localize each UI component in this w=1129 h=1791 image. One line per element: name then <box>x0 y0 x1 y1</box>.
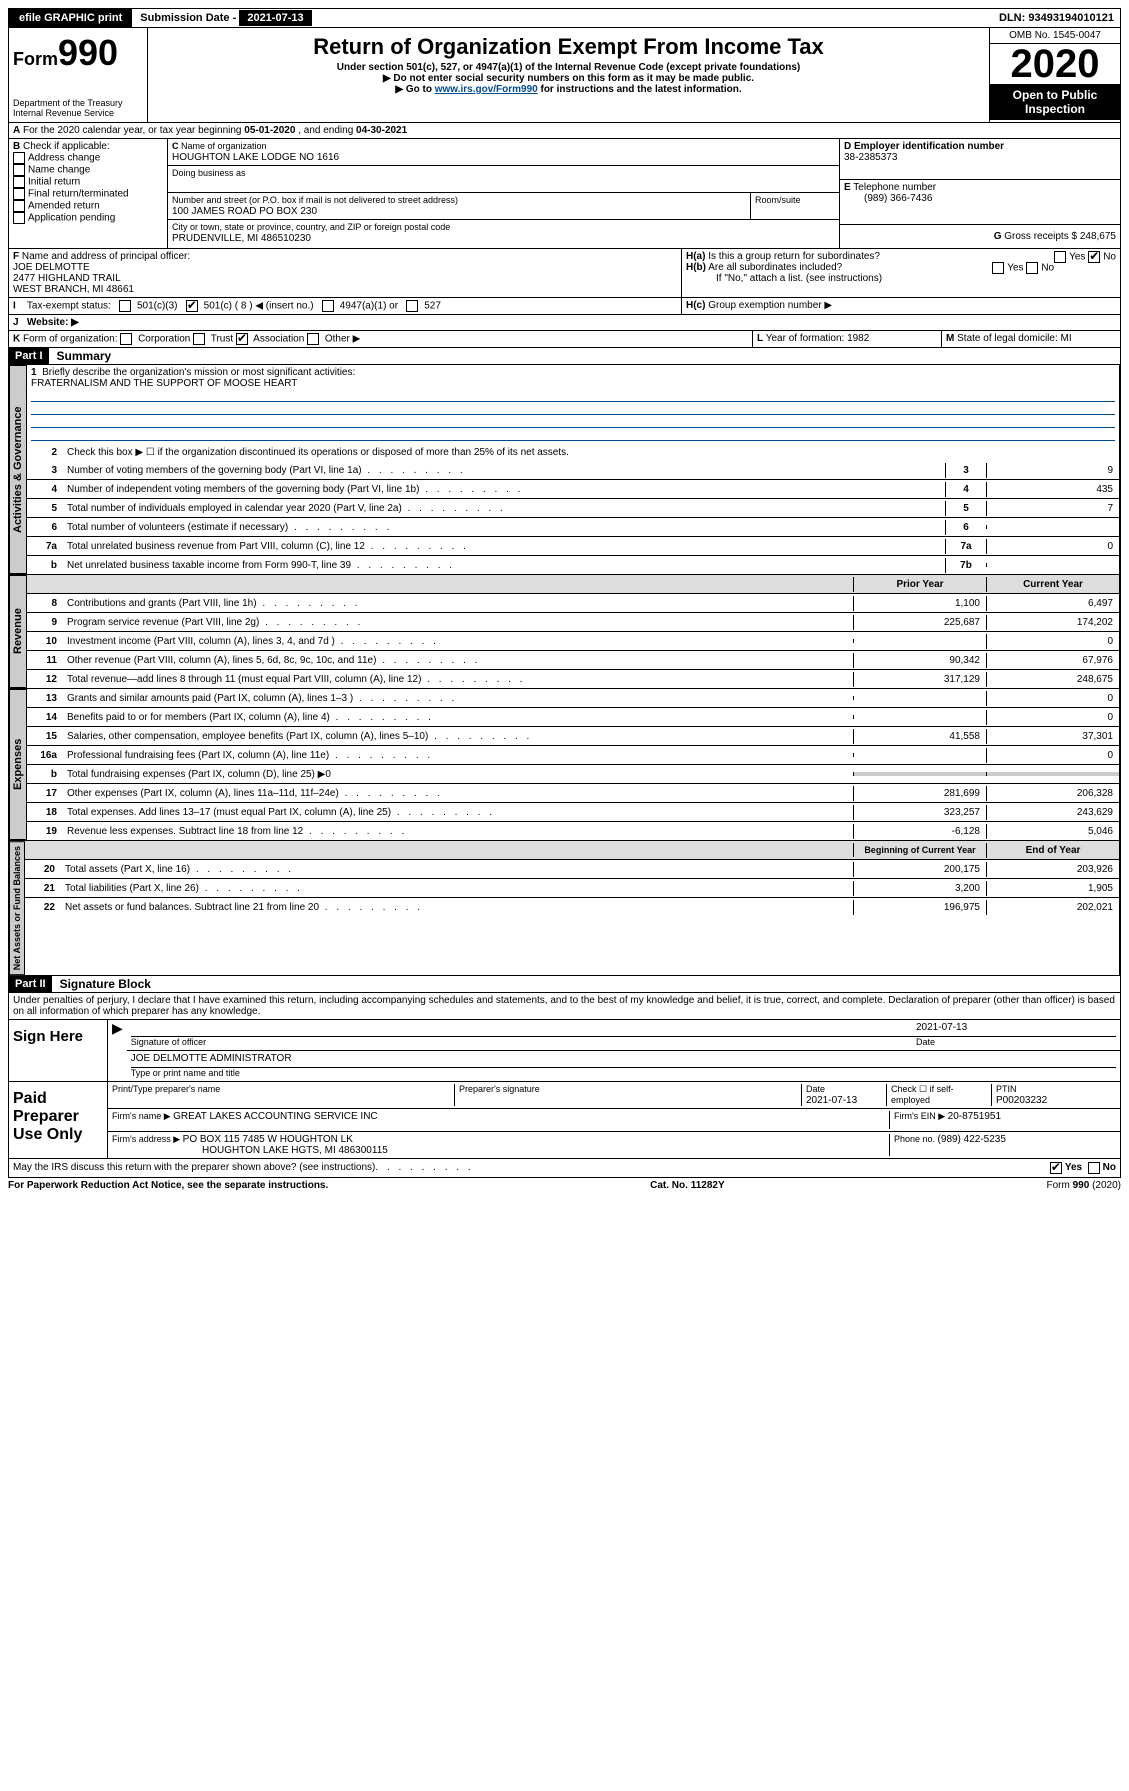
subtitle-1: Under section 501(c), 527, or 4947(a)(1)… <box>152 62 985 73</box>
line-a: A For the 2020 calendar year, or tax yea… <box>8 123 1121 139</box>
state-domicile: MI <box>1061 333 1072 344</box>
checkbox-501c3[interactable] <box>119 300 131 312</box>
table-row: 17Other expenses (Part IX, column (A), l… <box>27 784 1119 803</box>
footer: For Paperwork Reduction Act Notice, see … <box>8 1178 1121 1193</box>
table-row: bTotal fundraising expenses (Part IX, co… <box>27 765 1119 784</box>
table-row: 7aTotal unrelated business revenue from … <box>27 537 1119 556</box>
table-row: 11Other revenue (Part VIII, column (A), … <box>27 651 1119 670</box>
part1-header: Part ISummary <box>8 348 1121 365</box>
checkbox-discuss-no[interactable] <box>1088 1162 1100 1174</box>
checkbox-hb-no[interactable] <box>1026 262 1038 274</box>
officer-block: F Name and address of principal officer:… <box>8 249 1121 298</box>
topbar: efile GRAPHIC print Submission Date - 20… <box>8 8 1121 28</box>
checkbox-initial-return[interactable] <box>13 176 25 188</box>
checkbox-ha-no[interactable] <box>1088 251 1100 263</box>
tax-year: 2020 <box>990 44 1120 84</box>
table-row: 6Total number of volunteers (estimate if… <box>27 518 1119 537</box>
checkbox-address-change[interactable] <box>13 152 25 164</box>
subtitle-2: ▶ Do not enter social security numbers o… <box>152 73 985 84</box>
table-row: 22Net assets or fund balances. Subtract … <box>25 898 1119 916</box>
checkbox-amended[interactable] <box>13 200 25 212</box>
year-formation: 1982 <box>847 333 869 344</box>
checkbox-4947[interactable] <box>322 300 334 312</box>
checkbox-final-return[interactable] <box>13 188 25 200</box>
table-row: 19Revenue less expenses. Subtract line 1… <box>27 822 1119 840</box>
checkbox-name-change[interactable] <box>13 164 25 176</box>
table-row: 20Total assets (Part X, line 16) 200,175… <box>25 860 1119 879</box>
checkbox-assoc[interactable] <box>236 333 248 345</box>
paid-preparer-block: Paid Preparer Use Only Print/Type prepar… <box>8 1082 1121 1159</box>
firm-name: GREAT LAKES ACCOUNTING SERVICE INC <box>173 1111 378 1122</box>
phone: (989) 366-7436 <box>864 193 932 204</box>
entity-block: B Check if applicable: Address change Na… <box>8 139 1121 249</box>
table-row: 12Total revenue—add lines 8 through 11 (… <box>27 670 1119 688</box>
checkbox-ha-yes[interactable] <box>1054 251 1066 263</box>
checkbox-501c[interactable] <box>186 300 198 312</box>
part2-header: Part IISignature Block <box>8 976 1121 993</box>
dln: DLN: 93493194010121 <box>999 12 1120 24</box>
table-row: 14Benefits paid to or for members (Part … <box>27 708 1119 727</box>
ein: 38-2385373 <box>844 152 897 163</box>
officer-sig-name: JOE DELMOTTE ADMINISTRATOR <box>131 1053 1116 1068</box>
checkbox-hb-yes[interactable] <box>992 262 1004 274</box>
sign-here-block: Sign Here ▶ Signature of officer 2021-07… <box>8 1020 1121 1082</box>
checkbox-discuss-yes[interactable] <box>1050 1162 1062 1174</box>
efile-button[interactable]: efile GRAPHIC print <box>9 9 132 27</box>
table-row: 4Number of independent voting members of… <box>27 480 1119 499</box>
dept-treasury: Department of the Treasury Internal Reve… <box>13 98 143 118</box>
firm-phone: (989) 422-5235 <box>938 1134 1006 1145</box>
discuss-row: May the IRS discuss this return with the… <box>8 1159 1121 1178</box>
form-title: Return of Organization Exempt From Incom… <box>152 34 985 60</box>
checkbox-trust[interactable] <box>193 333 205 345</box>
checkbox-app-pending[interactable] <box>13 212 25 224</box>
table-row: 16aProfessional fundraising fees (Part I… <box>27 746 1119 765</box>
ptin: P00203232 <box>996 1095 1047 1106</box>
subtitle-3: ▶ Go to www.irs.gov/Form990 for instruct… <box>152 84 985 95</box>
tab-governance: Activities & Governance <box>9 365 27 574</box>
website-row: J Website: ▶ <box>8 315 1121 331</box>
table-row: 3Number of voting members of the governi… <box>27 461 1119 480</box>
table-row: 21Total liabilities (Part X, line 26) 3,… <box>25 879 1119 898</box>
org-name: HOUGHTON LAKE LODGE NO 1616 <box>172 152 339 163</box>
table-row: 15Salaries, other compensation, employee… <box>27 727 1119 746</box>
table-row: 18Total expenses. Add lines 13–17 (must … <box>27 803 1119 822</box>
mission-text: FRATERNALISM AND THE SUPPORT OF MOOSE HE… <box>31 378 297 389</box>
table-row: 5Total number of individuals employed in… <box>27 499 1119 518</box>
checkbox-527[interactable] <box>406 300 418 312</box>
org-form-row: K Form of organization: Corporation Trus… <box>8 331 1121 348</box>
tab-expenses: Expenses <box>9 689 27 840</box>
firm-ein: 20-8751951 <box>948 1111 1001 1122</box>
org-city: PRUDENVILLE, MI 486510230 <box>172 233 311 244</box>
checkbox-other[interactable] <box>307 333 319 345</box>
gross-receipts: 248,675 <box>1080 231 1116 242</box>
table-row: 10Investment income (Part VIII, column (… <box>27 632 1119 651</box>
form-number: Form990 <box>13 32 143 74</box>
tab-revenue: Revenue <box>9 575 27 688</box>
table-row: bNet unrelated business taxable income f… <box>27 556 1119 574</box>
open-public: Open to Public Inspection <box>990 84 1120 120</box>
declaration: Under penalties of perjury, I declare th… <box>8 993 1121 1020</box>
table-row: 13Grants and similar amounts paid (Part … <box>27 689 1119 708</box>
org-address: 100 JAMES ROAD PO BOX 230 <box>172 206 317 217</box>
form-header: Form990 Department of the Treasury Inter… <box>8 28 1121 123</box>
table-row: 8Contributions and grants (Part VIII, li… <box>27 594 1119 613</box>
officer-name: JOE DELMOTTE <box>13 262 90 273</box>
table-row: 9Program service revenue (Part VIII, lin… <box>27 613 1119 632</box>
subdate-label: Submission Date - 2021-07-13 <box>140 12 315 24</box>
tab-netassets: Net Assets or Fund Balances <box>9 841 25 975</box>
irs-link[interactable]: www.irs.gov/Form990 <box>435 84 538 95</box>
tax-status-row: I Tax-exempt status: 501(c)(3) 501(c) ( … <box>8 298 1121 315</box>
checkbox-corp[interactable] <box>120 333 132 345</box>
